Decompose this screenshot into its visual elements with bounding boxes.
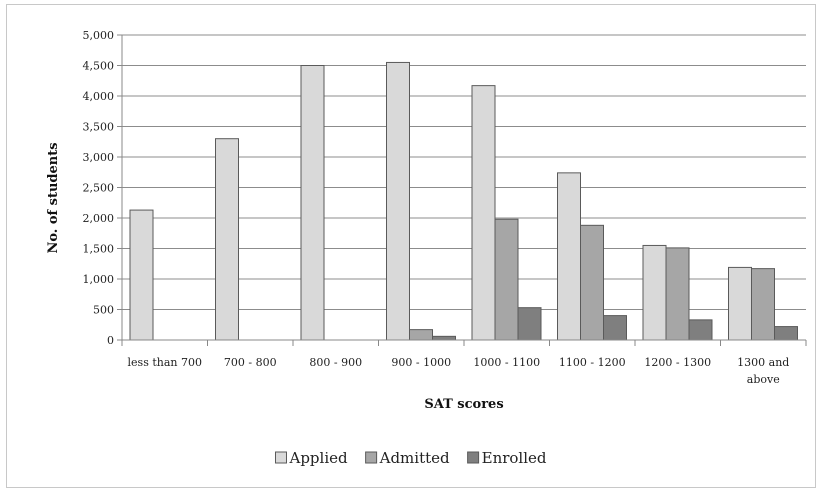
y-tick-label: 3,000 [83, 151, 115, 164]
bar-applied [642, 244, 667, 341]
y-axis-title: No. of students [46, 142, 61, 253]
legend-swatch [467, 451, 480, 464]
bar-applied [215, 138, 239, 341]
x-tick-label: 1200 - 1300 [644, 356, 711, 369]
bar-applied [728, 266, 752, 341]
x-tick-label: above [747, 373, 780, 386]
bar-enrolled [517, 307, 542, 341]
legend: Applied Admitted Enrolled [274, 449, 547, 467]
y-tick-label: 5,000 [83, 29, 115, 42]
bar-enrolled [603, 315, 627, 341]
legend-item-admitted: Admitted [365, 449, 450, 467]
y-tick-label: 1,000 [83, 273, 115, 286]
bar-admitted [665, 247, 690, 341]
bar-applied [386, 61, 410, 341]
legend-label: Admitted [379, 449, 450, 467]
x-tick-label: 800 - 900 [309, 356, 362, 369]
legend-label: Applied [288, 449, 348, 467]
bars [129, 61, 798, 341]
axes: 0 500 1,000 1,500 2,000 2,500 3,000 3,500 4,000 4… [83, 29, 807, 386]
y-tick-label: 500 [93, 304, 114, 317]
bar-applied [300, 65, 325, 341]
bar-applied [471, 85, 496, 341]
x-tick-label: 1300 and [737, 356, 789, 369]
bar-applied [129, 209, 154, 341]
legend-swatch [365, 451, 378, 464]
x-axis-title: SAT scores [424, 397, 503, 412]
y-tick-label: 2,000 [83, 212, 115, 225]
y-tick-label: 4,000 [83, 90, 115, 103]
bar-enrolled [688, 319, 713, 341]
x-tick-label: 1000 - 1100 [473, 356, 540, 369]
bar-admitted [409, 329, 433, 341]
legend-item-applied: Applied [274, 449, 348, 467]
legend-swatch [274, 451, 287, 464]
bar-enrolled [432, 335, 456, 341]
legend-item-enrolled: Enrolled [467, 449, 547, 467]
x-tick-label: 700 - 800 [224, 356, 277, 369]
bar-enrolled [774, 326, 798, 341]
y-tick-label: 3,500 [83, 121, 115, 134]
y-tick-label: 4,500 [83, 60, 115, 73]
bar-admitted [751, 268, 775, 341]
y-tick-label: 2,500 [83, 182, 115, 195]
bar-admitted [580, 224, 604, 341]
x-tick-label: less than 700 [128, 356, 202, 369]
x-tick-label: 900 - 1000 [391, 356, 451, 369]
y-tick-label: 0 [107, 334, 114, 347]
legend-label: Enrolled [482, 449, 547, 467]
x-tick-label: 1100 - 1200 [559, 356, 626, 369]
bar-applied [557, 172, 581, 341]
y-tick-label: 1,500 [83, 243, 115, 256]
bar-admitted [494, 218, 519, 341]
